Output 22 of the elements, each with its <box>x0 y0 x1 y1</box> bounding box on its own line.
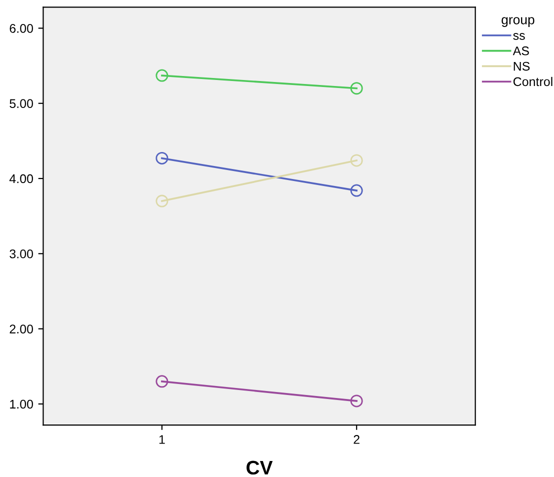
y-tick-label: 3.00 <box>10 249 34 258</box>
y-tick-label: 1.00 <box>10 400 34 409</box>
x-tick-label: 1 <box>159 435 165 444</box>
legend-label: Control <box>513 76 552 86</box>
point <box>156 194 168 208</box>
point <box>350 82 363 95</box>
point <box>156 375 168 388</box>
legend-label: AS <box>512 46 529 56</box>
y-tick-label: 6.00 <box>10 24 34 33</box>
y-tick-label: 5.00 <box>10 99 34 108</box>
x-tick-label: 2 <box>354 435 360 444</box>
y-tick-label: 2.00 <box>10 324 34 334</box>
point <box>350 154 363 167</box>
point <box>156 152 168 164</box>
legend-title: group <box>502 17 534 27</box>
point <box>350 184 363 197</box>
point <box>156 69 168 82</box>
legend-label: ss <box>513 33 525 40</box>
y-tick-label: 4.00 <box>9 174 34 184</box>
x-axis-title: CV <box>246 460 273 475</box>
legend-label: NS <box>514 62 530 71</box>
point <box>350 394 363 408</box>
